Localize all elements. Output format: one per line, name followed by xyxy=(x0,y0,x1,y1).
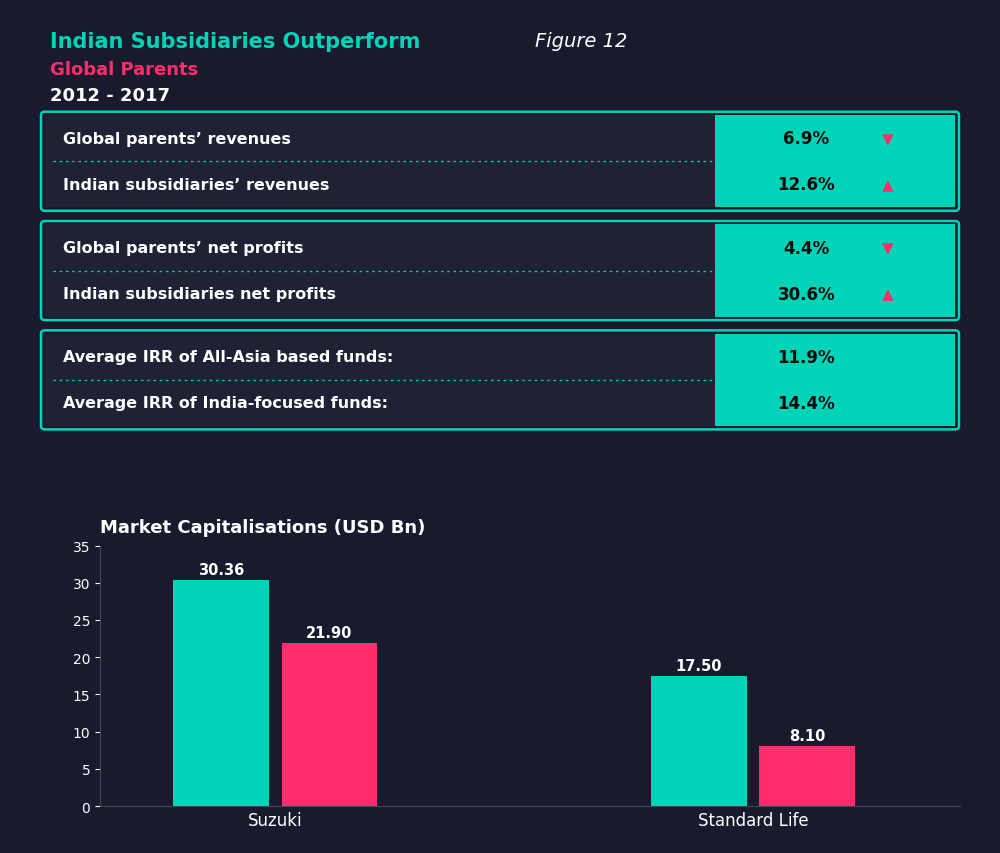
Text: 17.50: 17.50 xyxy=(676,659,722,673)
Text: 12.6%: 12.6% xyxy=(777,176,835,194)
Bar xyxy=(173,580,269,806)
Text: ▲: ▲ xyxy=(882,177,894,193)
Text: Indian Subsidiaries Outperform: Indian Subsidiaries Outperform xyxy=(50,32,420,52)
Text: Indian subsidiaries’ revenues: Indian subsidiaries’ revenues xyxy=(63,177,329,193)
Text: 11.9%: 11.9% xyxy=(777,348,835,367)
Bar xyxy=(45,334,715,380)
Bar xyxy=(715,162,955,208)
Bar xyxy=(45,380,715,426)
Text: 30.36: 30.36 xyxy=(198,563,244,577)
Text: 14.4%: 14.4% xyxy=(777,394,835,413)
Bar xyxy=(282,643,377,806)
Text: Global parents’ net profits: Global parents’ net profits xyxy=(63,241,304,256)
Text: 6.9%: 6.9% xyxy=(783,130,829,148)
Text: Average IRR of India-focused funds:: Average IRR of India-focused funds: xyxy=(63,396,388,411)
Text: ▼: ▼ xyxy=(882,241,894,256)
Bar xyxy=(651,676,747,806)
Bar xyxy=(45,162,715,208)
Text: ▼: ▼ xyxy=(882,131,894,147)
Text: 8.10: 8.10 xyxy=(789,728,825,743)
Bar xyxy=(45,116,715,162)
Text: 2012 - 2017: 2012 - 2017 xyxy=(50,87,170,105)
Bar xyxy=(715,380,955,426)
Bar xyxy=(759,746,855,806)
Text: 4.4%: 4.4% xyxy=(783,239,829,258)
Bar xyxy=(715,271,955,317)
Bar xyxy=(715,225,955,271)
Text: Market Capitalisations (USD Bn): Market Capitalisations (USD Bn) xyxy=(100,518,425,536)
Bar xyxy=(45,225,715,271)
Text: Average IRR of All-Asia based funds:: Average IRR of All-Asia based funds: xyxy=(63,350,393,365)
Text: 30.6%: 30.6% xyxy=(777,285,835,304)
Text: Figure 12: Figure 12 xyxy=(535,32,627,51)
Text: Global Parents: Global Parents xyxy=(50,61,198,79)
Text: Global parents’ revenues: Global parents’ revenues xyxy=(63,131,291,147)
Text: Indian subsidiaries net profits: Indian subsidiaries net profits xyxy=(63,287,336,302)
Text: 21.90: 21.90 xyxy=(306,626,353,641)
Text: ▲: ▲ xyxy=(882,287,894,302)
Bar xyxy=(715,334,955,380)
Bar xyxy=(715,116,955,162)
Bar xyxy=(45,271,715,317)
